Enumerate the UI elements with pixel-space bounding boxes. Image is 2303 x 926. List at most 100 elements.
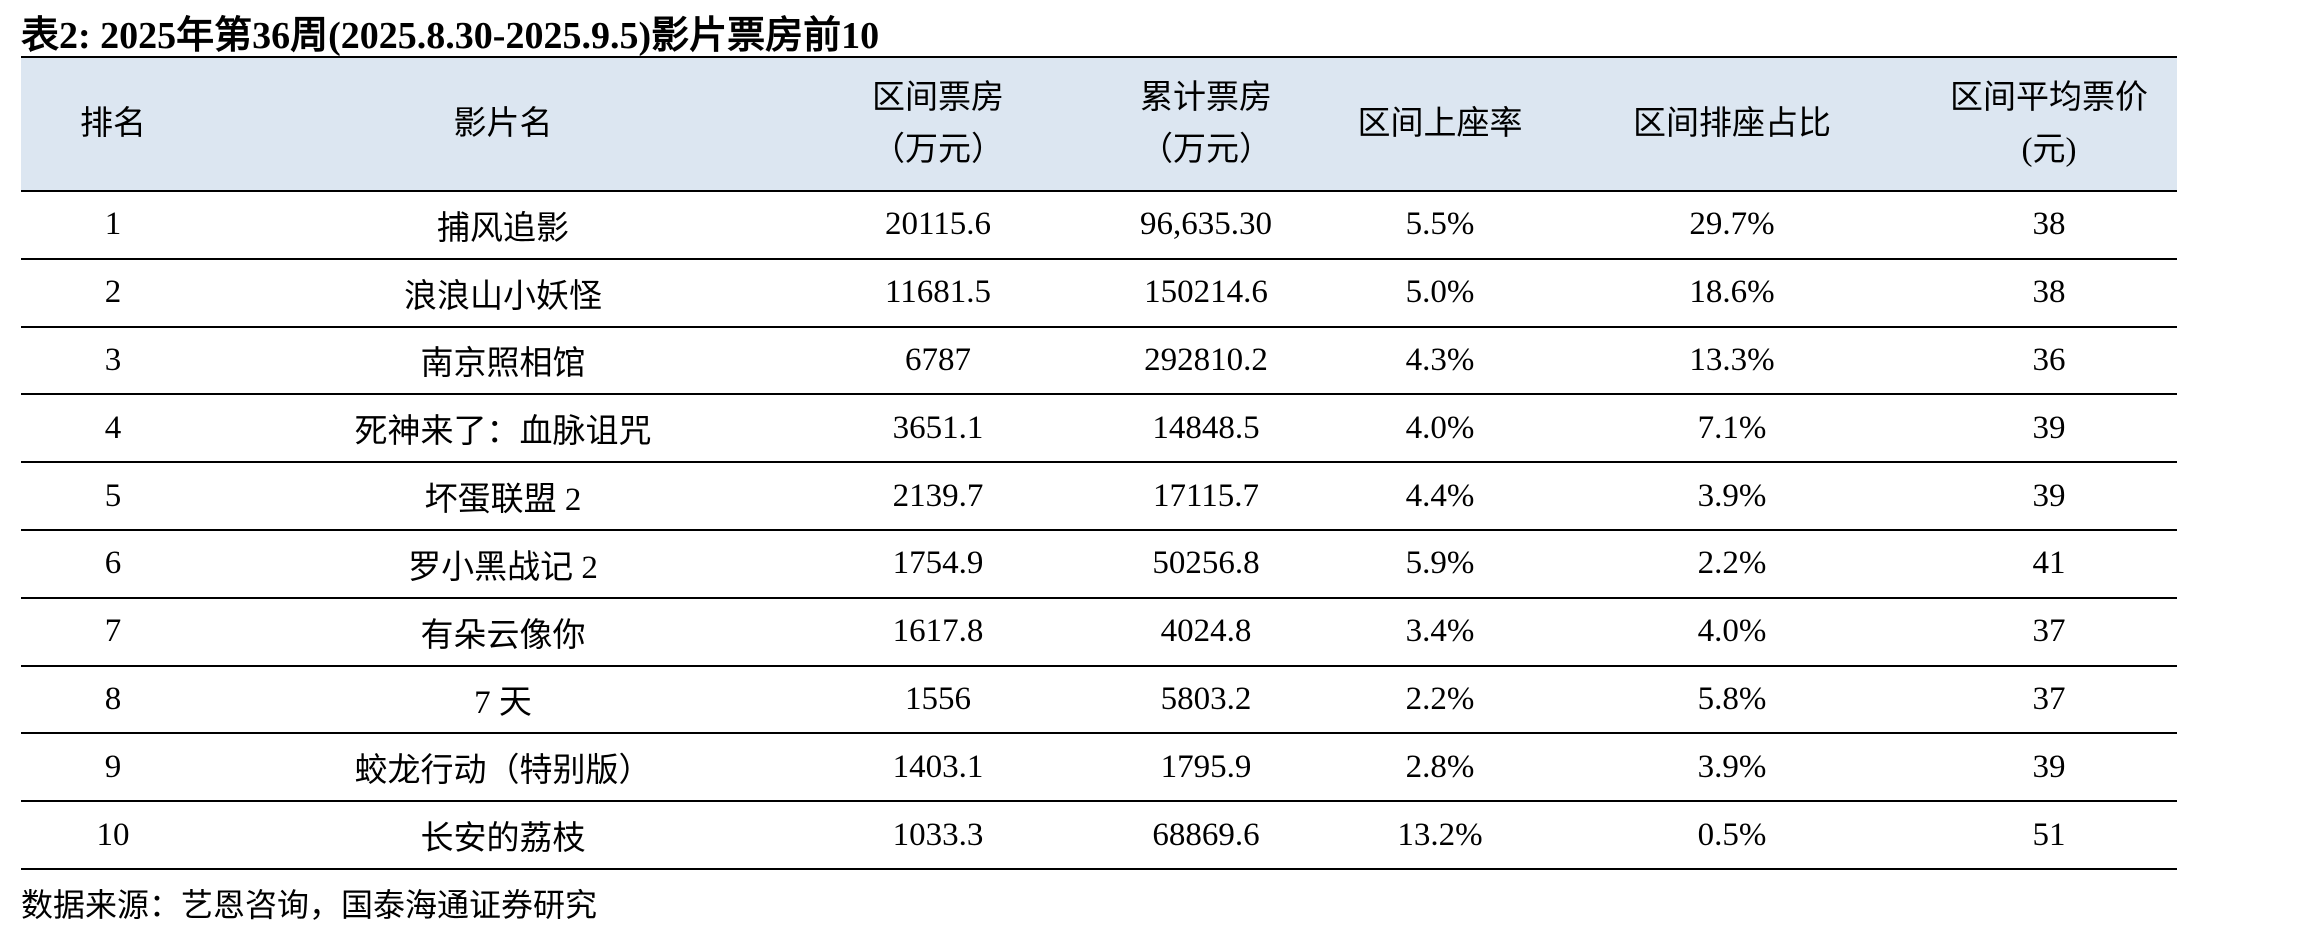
table-cell: 4.0% xyxy=(1697,613,1767,650)
table-cell: 50256.8 xyxy=(1152,545,1260,582)
table-cell: 2139.7 xyxy=(892,477,984,514)
table-cell: 有朵云像你 xyxy=(420,617,586,654)
table-cell: 2.8% xyxy=(1405,748,1475,785)
header-text: （万元） xyxy=(872,132,1004,168)
table-cell: 38 xyxy=(2032,206,2066,243)
table-cell: 1556 xyxy=(905,680,971,717)
table-row: 4 死神来了：血脉诅咒 3651.1 14848.5 4.0% 7.1% 39 xyxy=(21,394,2177,463)
table-cell: 5.8% xyxy=(1697,680,1767,717)
table-cell: 坏蛋联盟 2 xyxy=(424,482,582,519)
table-cell: 4.4% xyxy=(1405,477,1475,514)
source-note: 数据来源：艺恩咨询，国泰海通证券研究 xyxy=(21,887,598,923)
table-cell: 2 xyxy=(104,274,122,311)
table-row: 8 7 天 1556 5803.2 2.2% 5.8% 37 xyxy=(21,666,2177,734)
table-cell: 南京照相馆 xyxy=(420,346,586,383)
table-cell: 5.5% xyxy=(1405,206,1475,243)
table-row: 6 罗小黑战记 2 1754.9 50256.8 5.9% 2.2% 41 xyxy=(21,530,2177,598)
table-cell: 长安的荔枝 xyxy=(420,821,586,858)
header-cell: 区间平均票价 (元) xyxy=(1921,57,2177,191)
table-cell: 1403.1 xyxy=(892,748,984,785)
table-cell: 5.9% xyxy=(1405,545,1475,582)
header-text: 区间平均票价 xyxy=(1950,80,2148,116)
header-text: 区间排座占比 xyxy=(1633,106,1831,142)
table-cell: 4024.8 xyxy=(1160,613,1252,650)
table-cell: 37 xyxy=(2032,613,2066,650)
table-cell: 39 xyxy=(2032,409,2066,446)
table-cell: 4 xyxy=(104,409,122,446)
table-row: 9 蛟龙行动（特别版） 1403.1 1795.9 2.8% 3.9% 39 xyxy=(21,733,2177,802)
table-cell: 0.5% xyxy=(1697,816,1767,853)
table-cell: 1754.9 xyxy=(892,545,984,582)
table-row: 5 坏蛋联盟 2 2139.7 17115.7 4.4% 3.9% 39 xyxy=(21,462,2177,530)
table-body: 1 捕风追影 20115.6 96,635.30 5.5% 29.7% 38 2 浪浪山小妖怪 1… xyxy=(21,191,2177,869)
table-cell: 39 xyxy=(2032,477,2066,514)
table-row: 10 长安的荔枝 1033.3 68869.6 13.2% 0.5% 51 xyxy=(21,801,2177,869)
table-cell: 3651.1 xyxy=(892,409,984,446)
table-cell: 罗小黑战记 2 xyxy=(408,549,598,586)
table-cell: 3.4% xyxy=(1405,613,1475,650)
table-cell: 18.6% xyxy=(1689,274,1775,311)
header-cell: 区间上座率 xyxy=(1337,57,1543,191)
table-cell: 3.9% xyxy=(1697,748,1767,785)
header-cell: 区间排座占比 xyxy=(1543,57,1921,191)
table-cell: 4.3% xyxy=(1405,341,1475,378)
table-row: 7 有朵云像你 1617.8 4024.8 3.4% 4.0% 37 xyxy=(21,598,2177,666)
table-cell: 68869.6 xyxy=(1152,816,1260,853)
table-cell: 捕风追影 xyxy=(437,210,569,247)
table-cell: 死神来了：血脉诅咒 xyxy=(354,414,652,451)
table-cell: 36 xyxy=(2032,341,2066,378)
table-cell: 13.2% xyxy=(1397,816,1483,853)
table-cell: 14848.5 xyxy=(1152,409,1260,446)
header-row: 排名 影片名 区间票房 （万元） 累计票房 （万元） 区间上座率 区间排座占比 区间平均票价 (元… xyxy=(21,57,2177,191)
table-header: 排名 影片名 区间票房 （万元） 累计票房 （万元） 区间上座率 区间排座占比 区间平均票价 (元… xyxy=(21,57,2177,191)
table-cell: 9 xyxy=(104,748,122,785)
table-cell: 51 xyxy=(2032,816,2066,853)
header-text: 排名 xyxy=(80,106,146,142)
table-cell: 20115.6 xyxy=(884,206,992,243)
table-row: 1 捕风追影 20115.6 96,635.30 5.5% 29.7% 38 xyxy=(21,191,2177,259)
table-row: 2 浪浪山小妖怪 11681.5 150214.6 5.0% 18.6% 38 xyxy=(21,259,2177,327)
table-cell: 7 xyxy=(104,613,122,650)
header-text: (元) xyxy=(2021,132,2077,168)
table-cell: 8 xyxy=(104,680,122,717)
table-cell: 7.1% xyxy=(1697,409,1767,446)
table-cell: 1617.8 xyxy=(892,613,984,650)
table-cell: 5803.2 xyxy=(1160,680,1252,717)
table-cell: 蛟龙行动（特别版） xyxy=(354,753,652,790)
table-cell: 2.2% xyxy=(1697,545,1767,582)
table-cell: 4.0% xyxy=(1405,409,1475,446)
box-office-table: 排名 影片名 区间票房 （万元） 累计票房 （万元） 区间上座率 区间排座占比 区间平均票价 (元… xyxy=(21,56,2177,870)
table-cell: 5 xyxy=(104,477,122,514)
header-text: 区间上座率 xyxy=(1357,106,1523,142)
table-cell: 1 xyxy=(104,206,122,243)
table-cell: 10 xyxy=(96,816,130,853)
table-cell: 3.9% xyxy=(1697,477,1767,514)
table-cell: 3 xyxy=(104,341,122,378)
table-cell: 6 xyxy=(104,545,122,582)
table-title: 表2: 2025年第36周(2025.8.30-2025.9.5)影片票房前10 xyxy=(21,15,880,57)
header-cell: 排名 xyxy=(21,57,205,191)
table-cell: 292810.2 xyxy=(1144,341,1268,378)
table-cell: 2.2% xyxy=(1405,680,1475,717)
header-cell: 累计票房 （万元） xyxy=(1075,57,1337,191)
table-cell: 41 xyxy=(2032,545,2066,582)
table-cell: 7 天 xyxy=(474,685,532,722)
table-cell: 13.3% xyxy=(1689,341,1775,378)
header-text: 区间票房 xyxy=(872,80,1004,116)
table-cell: 39 xyxy=(2032,748,2066,785)
table-cell: 6787 xyxy=(905,341,971,378)
table-row: 3 南京照相馆 6787 292810.2 4.3% 13.3% 36 xyxy=(21,327,2177,395)
table-cell: 11681.5 xyxy=(884,274,992,311)
table-cell: 29.7% xyxy=(1689,206,1775,243)
table-cell: 150214.6 xyxy=(1144,274,1268,311)
header-cell: 区间票房 （万元） xyxy=(801,57,1075,191)
table-cell: 37 xyxy=(2032,680,2066,717)
header-cell: 影片名 xyxy=(205,57,801,191)
table-cell: 1033.3 xyxy=(892,816,984,853)
table-cell: 17115.7 xyxy=(1152,477,1260,514)
table-cell: 38 xyxy=(2032,274,2066,311)
table-cell: 浪浪山小妖怪 xyxy=(404,278,602,315)
table-cell: 1795.9 xyxy=(1160,748,1252,785)
header-text: （万元） xyxy=(1140,132,1272,168)
